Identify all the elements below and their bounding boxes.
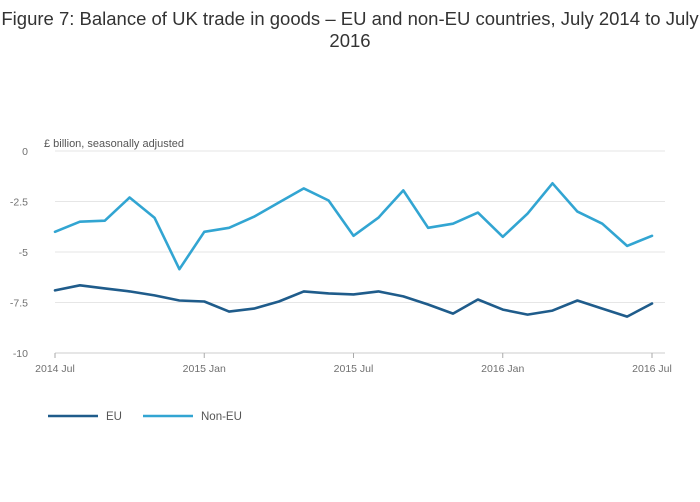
- x-axis: 2014 Jul 2015 Jan 2015 Jul 2016 Jan 2016 Jul: [35, 352, 672, 375]
- y-tick-label: -7.5: [10, 298, 28, 310]
- legend-item[interactable]: Non-EU: [143, 411, 242, 423]
- series-line-non-eu[interactable]: [53, 182, 654, 271]
- y-tick-label: -10: [13, 348, 28, 360]
- y-axis-ticks: 0 -2.5 -5 -7.5 -10: [10, 146, 28, 360]
- legend-label: Non-EU: [201, 411, 242, 423]
- x-tick-label: 2015 Jan: [183, 363, 226, 375]
- y-tick-label: -2.5: [10, 197, 28, 209]
- y-axis-label: £ billion, seasonally adjusted: [44, 138, 184, 150]
- gridlines: [55, 150, 665, 354]
- legend-item[interactable]: EU: [48, 411, 122, 423]
- series-lines: [53, 182, 654, 318]
- x-tick-label: 2016 Jul: [632, 363, 672, 375]
- chart-title: Figure 7: Balance of UK trade in goods –…: [1, 8, 699, 51]
- series-line-eu[interactable]: [53, 283, 654, 318]
- y-tick-label: -5: [19, 247, 28, 259]
- x-tick-label: 2014 Jul: [35, 363, 75, 375]
- legend-label: EU: [106, 411, 122, 423]
- x-tick-label: 2015 Jul: [334, 363, 374, 375]
- legend: EU Non-EU: [48, 411, 242, 423]
- y-tick-label: 0: [22, 146, 28, 158]
- x-tick-label: 2016 Jan: [481, 363, 524, 375]
